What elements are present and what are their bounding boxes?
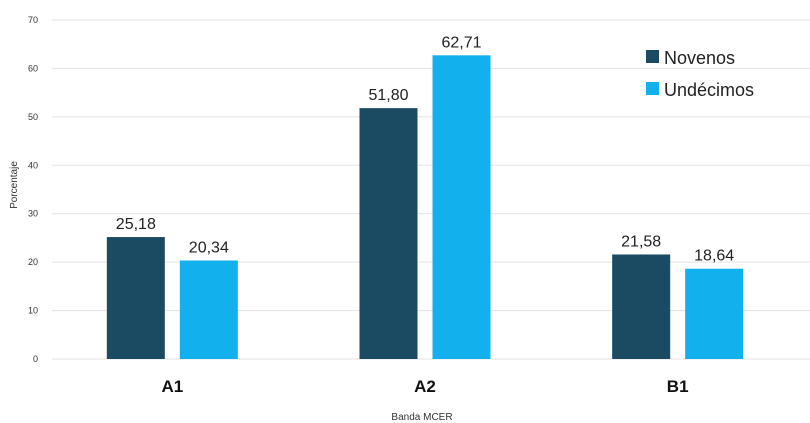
legend-label-novenos: Novenos — [664, 48, 735, 68]
data-label: 51,80 — [368, 87, 408, 104]
bar-b1-novenos — [612, 254, 670, 359]
bar-a1-undecimos — [180, 260, 238, 359]
x-category-label: A1 — [161, 377, 183, 396]
bars — [107, 55, 743, 359]
bar-a2-novenos — [360, 108, 418, 359]
x-category-label: B1 — [667, 377, 689, 396]
bar-b1-undecimos — [685, 269, 743, 359]
y-tick-label: 30 — [28, 209, 38, 219]
y-tick-label: 50 — [28, 112, 38, 122]
data-label: 18,64 — [694, 248, 734, 265]
legend-swatch-undecimos — [646, 82, 659, 95]
x-category-label: A2 — [414, 377, 436, 396]
y-tick-label: 60 — [28, 63, 38, 73]
legend: Novenos Undécimos — [646, 48, 754, 100]
y-tick-label: 10 — [28, 306, 38, 316]
legend-swatch-novenos — [646, 50, 659, 63]
y-tick-label: 40 — [28, 160, 38, 170]
data-label: 21,58 — [621, 233, 661, 250]
bar-a1-novenos — [107, 237, 165, 359]
legend-label-undecimos: Undécimos — [664, 80, 754, 100]
data-label: 25,18 — [116, 216, 156, 233]
y-tick-label: 20 — [28, 257, 38, 267]
y-tick-label: 0 — [33, 354, 38, 364]
bar-a2-undecimos — [433, 55, 491, 359]
y-axis-ticks: 0 10 20 30 40 50 60 70 — [28, 15, 38, 364]
y-tick-label: 70 — [28, 15, 38, 25]
y-axis-title: Porcentaje — [9, 161, 20, 209]
data-label: 62,71 — [441, 34, 481, 51]
data-label: 20,34 — [189, 239, 229, 256]
x-axis-title: Banda MCER — [391, 412, 452, 423]
x-axis-categories: A1 A2 B1 — [161, 377, 688, 396]
